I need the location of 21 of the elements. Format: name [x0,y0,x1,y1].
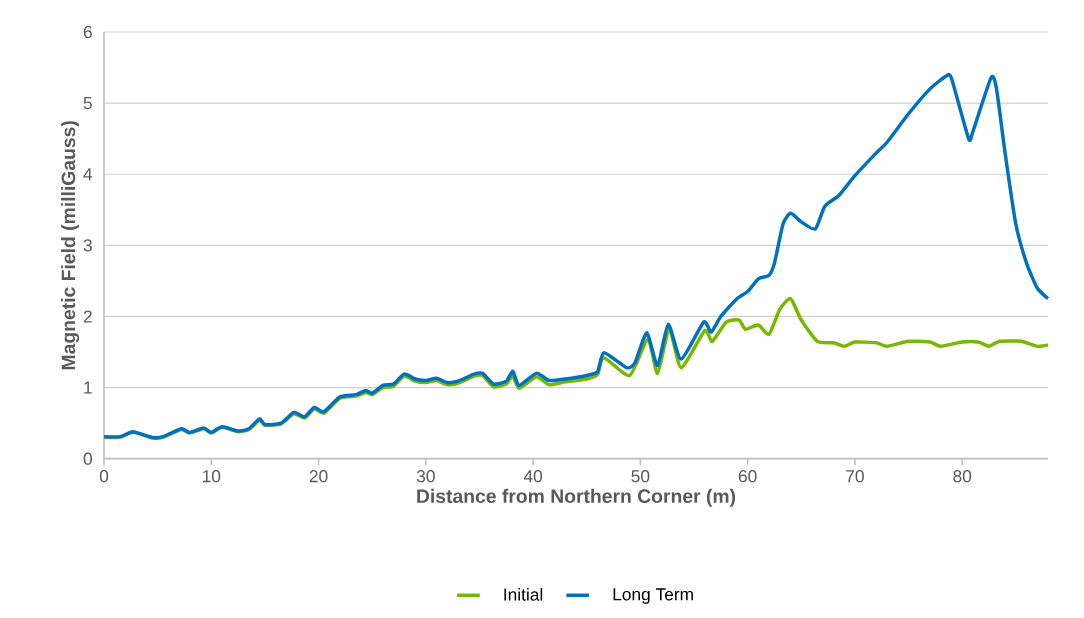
legend-label: Initial [504,587,543,601]
line-series [102,74,1050,440]
y-axis-title: Magnetic Field (milliGauss) [61,121,80,370]
y-tick-label: 4 [83,168,93,181]
x-tick-label: 40 [523,470,543,483]
y-tick-label: 3 [83,239,92,252]
legend-label: Long Term [613,588,693,604]
y-tick-label: 0 [83,452,92,465]
x-tick-label: 10 [202,470,221,483]
x-tick-label: 50 [631,470,650,483]
y-tick-label: 1 [84,381,92,394]
x-tick-label: 0 [99,470,109,483]
x-tick-label: 20 [309,470,328,483]
x-tick-label: 70 [846,470,864,483]
x-tick-label: 80 [953,470,972,483]
x-tick-label: 30 [416,470,435,483]
x-axis-title: Distance from Northern Corner (m) [417,488,736,507]
y-tick-label: 5 [83,97,92,110]
y-tick-label: 6 [83,25,92,39]
y-tick-label: 2 [83,310,92,323]
x-tick-label: 60 [738,470,757,483]
